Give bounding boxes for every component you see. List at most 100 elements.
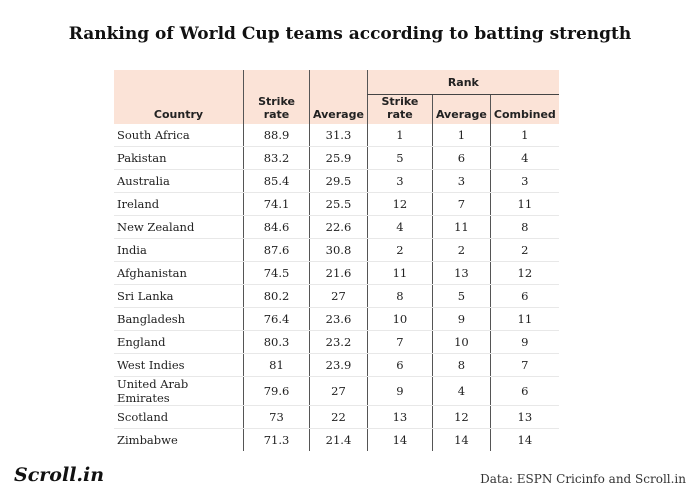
cell-rank-average: 1 [431, 124, 491, 147]
cell-average: 23.9 [309, 353, 368, 377]
cell-strike-rate: 85.4 [243, 169, 310, 193]
cell-rank-strike-rate: 6 [366, 353, 433, 377]
cell-rank-average: 12 [431, 405, 491, 429]
cell-rank-combined: 3 [489, 169, 559, 193]
cell-rank-average: 6 [431, 146, 491, 170]
cell-average: 27 [309, 284, 368, 308]
cell-rank-average: 5 [431, 284, 491, 308]
cell-rank-strike-rate: 13 [366, 405, 433, 429]
cell-country: Afghanistan [114, 261, 244, 285]
cell-rank-average: 10 [431, 330, 491, 354]
cell-country: Scotland [114, 405, 244, 429]
cell-average: 29.5 [309, 169, 368, 193]
cell-average: 23.6 [309, 307, 368, 331]
cell-rank-combined: 9 [489, 330, 559, 354]
table-row: Scotland 73 22 13 12 13 [114, 405, 559, 429]
table-body: South Africa 88.9 31.3 1 1 1 Pakistan 83.2 25.9 5… [114, 124, 559, 451]
cell-country: Sri Lanka [114, 284, 244, 308]
cell-average: 25.9 [309, 146, 368, 170]
table-row: Pakistan 83.2 25.9 5 6 4 [114, 146, 559, 170]
cell-average: 22.6 [309, 215, 368, 239]
table-row: Ireland 74.1 25.5 12 7 11 [114, 192, 559, 216]
table-row: England 80.3 23.2 7 10 9 [114, 330, 559, 354]
column-header-average: Average [309, 94, 368, 124]
table-row: Sri Lanka 80.2 27 8 5 6 [114, 284, 559, 308]
table-row: West Indies 81 23.9 6 8 7 [114, 353, 559, 377]
cell-rank-strike-rate: 2 [366, 238, 433, 262]
cell-rank-average: 8 [431, 353, 491, 377]
cell-rank-combined: 6 [489, 284, 559, 308]
cell-rank-combined: 11 [489, 307, 559, 331]
column-header-rank-strike-rate: Strike rate [366, 94, 433, 124]
cell-country: South Africa [114, 124, 244, 147]
cell-rank-combined: 4 [489, 146, 559, 170]
cell-strike-rate: 76.4 [243, 307, 310, 331]
header-spacer [114, 70, 244, 95]
cell-average: 30.8 [309, 238, 368, 262]
column-header-strike-rate: Strike rate [243, 94, 310, 124]
cell-rank-strike-rate: 5 [366, 146, 433, 170]
cell-rank-combined: 11 [489, 192, 559, 216]
cell-strike-rate: 74.1 [243, 192, 310, 216]
cell-rank-strike-rate: 12 [366, 192, 433, 216]
cell-average: 31.3 [309, 124, 368, 147]
cell-country: New Zealand [114, 215, 244, 239]
cell-average: 21.4 [309, 428, 368, 451]
cell-country: Pakistan [114, 146, 244, 170]
cell-strike-rate: 74.5 [243, 261, 310, 285]
scroll-logo: Scroll.in [14, 464, 105, 486]
cell-rank-strike-rate: 3 [366, 169, 433, 193]
cell-strike-rate: 87.6 [243, 238, 310, 262]
rank-group-header: Rank [366, 70, 559, 95]
cell-strike-rate: 80.2 [243, 284, 310, 308]
cell-rank-combined: 12 [489, 261, 559, 285]
cell-country: Bangladesh [114, 307, 244, 331]
cell-average: 27 [309, 376, 368, 406]
column-header-country: Country [114, 94, 244, 124]
cell-rank-strike-rate: 10 [366, 307, 433, 331]
header-spacer [243, 70, 310, 95]
cell-country: India [114, 238, 244, 262]
cell-strike-rate: 79.6 [243, 376, 310, 406]
table-row: Bangladesh 76.4 23.6 10 9 11 [114, 307, 559, 331]
table-row: Zimbabwe 71.3 21.4 14 14 14 [114, 428, 559, 451]
cell-average: 21.6 [309, 261, 368, 285]
cell-rank-strike-rate: 4 [366, 215, 433, 239]
data-source: Data: ESPN Cricinfo and Scroll.in [480, 472, 686, 486]
cell-rank-average: 7 [431, 192, 491, 216]
cell-country: Australia [114, 169, 244, 193]
cell-strike-rate: 80.3 [243, 330, 310, 354]
cell-rank-strike-rate: 14 [366, 428, 433, 451]
chart-title: Ranking of World Cup teams according to … [68, 24, 632, 44]
cell-strike-rate: 88.9 [243, 124, 310, 147]
cell-rank-strike-rate: 8 [366, 284, 433, 308]
cell-rank-average: 4 [431, 376, 491, 406]
cell-country: West Indies [114, 353, 244, 377]
cell-rank-strike-rate: 9 [366, 376, 433, 406]
table-row: Australia 85.4 29.5 3 3 3 [114, 169, 559, 193]
cell-rank-combined: 6 [489, 376, 559, 406]
table-row: New Zealand 84.6 22.6 4 11 8 [114, 215, 559, 239]
cell-country: Zimbabwe [117, 433, 178, 447]
header-spacer [309, 70, 368, 95]
ranking-table: Rank Country Strike rate Average Strike … [114, 70, 559, 451]
cell-rank-strike-rate: 7 [366, 330, 433, 354]
column-header-rank-combined: Combined [489, 94, 559, 124]
cell-rank-combined: 14 [489, 428, 559, 451]
cell-rank-average: 9 [431, 307, 491, 331]
table-row: India 87.6 30.8 2 2 2 [114, 238, 559, 262]
cell-average: 25.5 [309, 192, 368, 216]
cell-rank-strike-rate: 1 [366, 124, 433, 147]
cell-country: Ireland [114, 192, 244, 216]
cell-average: 22 [309, 405, 368, 429]
column-header-rank-average: Average [431, 94, 491, 124]
cell-average: 23.2 [309, 330, 368, 354]
cell-rank-average: 13 [431, 261, 491, 285]
cell-rank-average: 2 [431, 238, 491, 262]
table-row: South Africa 88.9 31.3 1 1 1 [114, 124, 559, 147]
cell-rank-combined: 13 [489, 405, 559, 429]
cell-rank-combined: 8 [489, 215, 559, 239]
cell-strike-rate: 84.6 [243, 215, 310, 239]
cell-strike-rate: 73 [243, 405, 310, 429]
table-row: Afghanistan 74.5 21.6 11 13 12 [114, 261, 559, 285]
